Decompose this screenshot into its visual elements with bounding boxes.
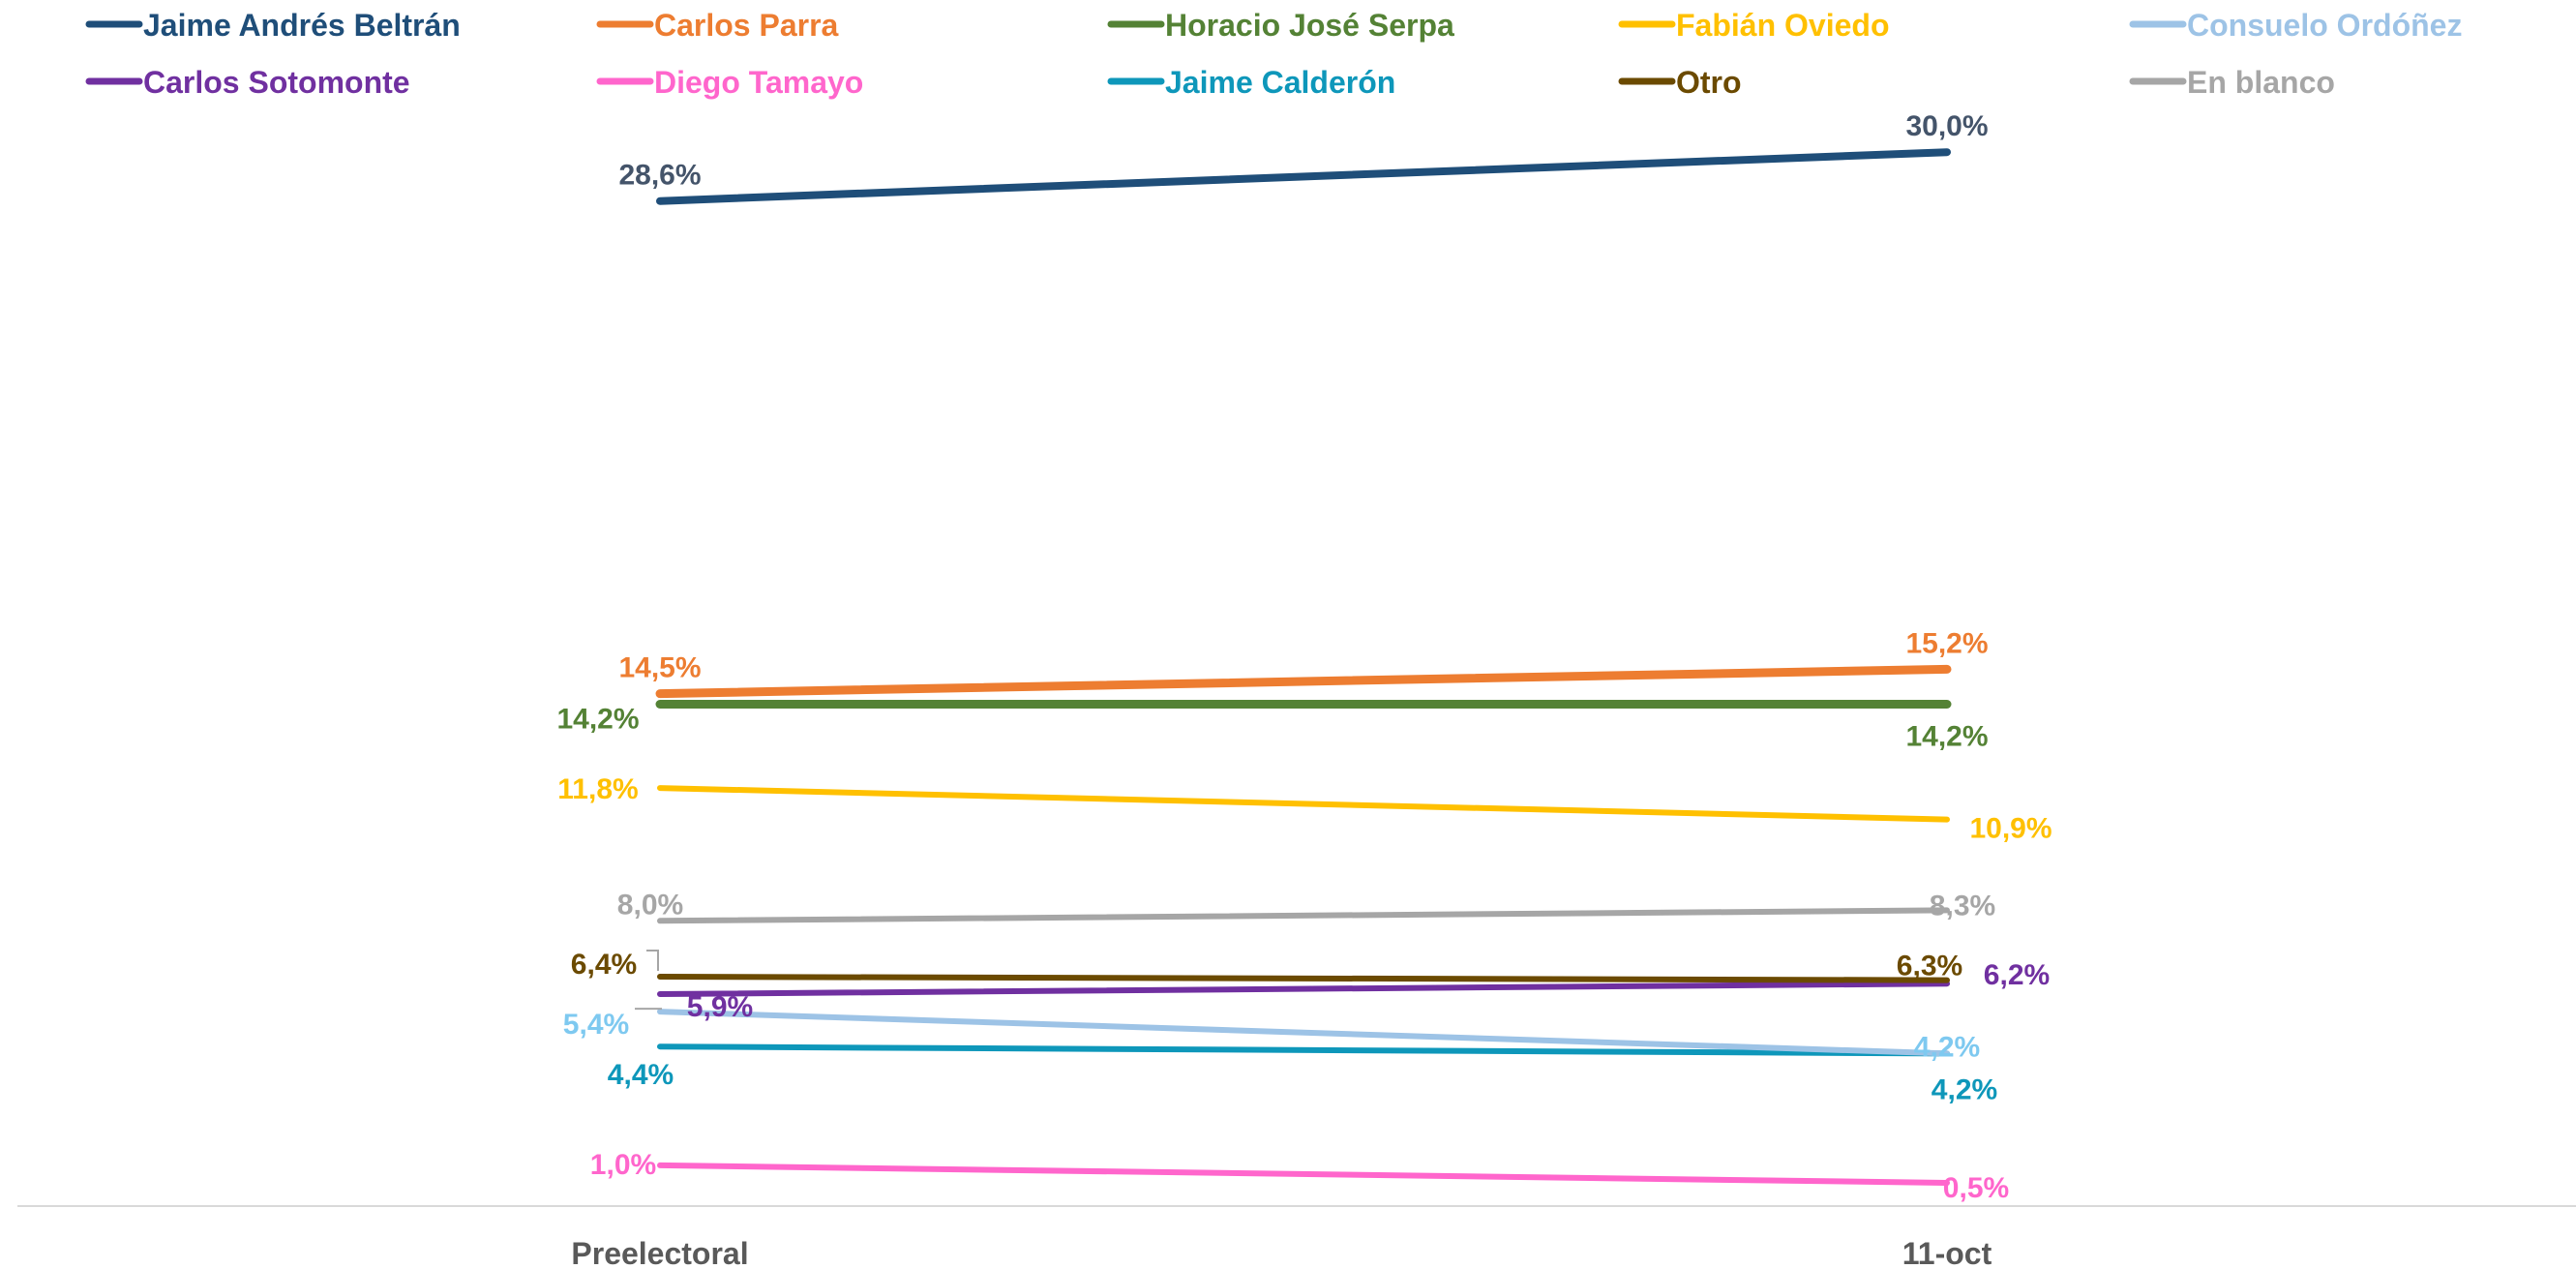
- series-line-diego-tamayo: [657, 1162, 1950, 1186]
- legend-label: Horacio José Serpa: [1165, 8, 1454, 43]
- series-line-fabian-oviedo: [657, 785, 1950, 823]
- data-label-carlos-parra-preelectoral: 14,5%: [618, 652, 701, 684]
- data-label-jaime-calderon-preelectoral: 4,4%: [608, 1059, 674, 1091]
- data-label-fabian-oviedo-11-oct: 10,9%: [1969, 813, 2052, 845]
- legend-item-horacio-jose-serpa: Horacio José Serpa: [1107, 8, 1454, 43]
- legend-label: Diego Tamayo: [654, 65, 863, 100]
- legend-item-jaime-andres-beltran: Jaime Andrés Beltrán: [85, 8, 461, 43]
- data-label-otro-preelectoral: 6,4%: [571, 949, 637, 981]
- legend-item-en-blanco: En blanco: [2129, 65, 2335, 100]
- series-line-jaime-calderon: [657, 1043, 1950, 1057]
- data-label-carlos-sotomonte-11-oct: 6,2%: [1984, 959, 2050, 991]
- legend-label: Carlos Sotomonte: [143, 65, 410, 100]
- legend-item-consuelo-ordonez: Consuelo Ordóñez: [2129, 8, 2462, 43]
- legend-label: En blanco: [2187, 65, 2335, 100]
- x-axis-tick-labels: Preelectoral 11-oct: [571, 1236, 1992, 1269]
- data-label-carlos-parra-11-oct: 15,2%: [1905, 627, 1988, 659]
- data-label-diego-tamayo-preelectoral: 1,0%: [590, 1149, 656, 1181]
- series-line-otro: [657, 974, 1950, 983]
- data-label-consuelo-ordonez-preelectoral: 5,4%: [563, 1009, 629, 1041]
- data-label-carlos-sotomonte-preelectoral: 5,9%: [687, 991, 753, 1023]
- series-line-carlos-parra: [655, 664, 1952, 699]
- data-label-fabian-oviedo-preelectoral: 11,8%: [557, 773, 638, 805]
- legend-item-jaime-calderon: Jaime Calderón: [1107, 65, 1395, 100]
- data-label-horacio-jose-serpa-11-oct: 14,2%: [1905, 721, 1988, 753]
- legend-label: Consuelo Ordóñez: [2187, 8, 2462, 43]
- data-labels: 28,6% 30,0% 14,5% 15,2% 14,2% 14,2% 11,8% 10,9%…: [556, 110, 2052, 1204]
- series-line-consuelo-ordonez: [657, 1009, 1950, 1057]
- legend-item-diego-tamayo: Diego Tamayo: [596, 65, 863, 100]
- x-tick-label-11-oct: 11-oct: [1902, 1236, 1992, 1269]
- data-label-jaime-calderon-11-oct: 4,2%: [1932, 1073, 1997, 1105]
- legend-item-carlos-sotomonte: Carlos Sotomonte: [85, 65, 410, 100]
- legend-item-carlos-parra: Carlos Parra: [596, 8, 839, 43]
- data-label-diego-tamayo-11-oct: 0,5%: [1943, 1172, 2009, 1204]
- x-tick-label-preelectoral: Preelectoral: [571, 1236, 748, 1269]
- legend-label: Carlos Parra: [654, 8, 839, 43]
- data-label-jaime-andres-beltran-preelectoral: 28,6%: [618, 160, 701, 192]
- legend-label: Jaime Andrés Beltrán: [143, 8, 461, 43]
- data-label-jaime-andres-beltran-11-oct: 30,0%: [1905, 110, 1988, 142]
- data-label-consuelo-ordonez-11-oct: 4,2%: [1914, 1031, 1980, 1063]
- legend-label: Otro: [1676, 65, 1742, 100]
- label-leader-lines: [635, 950, 662, 1011]
- data-label-en-blanco-preelectoral: 8,0%: [617, 889, 683, 921]
- series-line-jaime-andres-beltran: [656, 148, 1951, 205]
- data-label-horacio-jose-serpa-preelectoral: 14,2%: [556, 704, 639, 736]
- series-line-carlos-sotomonte: [657, 981, 1950, 997]
- legend-label: Fabián Oviedo: [1676, 8, 1889, 43]
- series-lines: [655, 148, 1952, 1186]
- data-label-en-blanco-11-oct: 8,3%: [1930, 890, 1995, 922]
- series-line-en-blanco: [657, 907, 1950, 924]
- legend-item-otro: Otro: [1618, 65, 1742, 100]
- legend-label: Jaime Calderón: [1165, 65, 1395, 100]
- legend-item-fabian-oviedo: Fabián Oviedo: [1618, 8, 1889, 43]
- legend: Jaime Andrés Beltrán Carlos Parra Horacio …: [85, 8, 2462, 100]
- leader-line-otro: [646, 950, 659, 971]
- data-label-otro-11-oct: 6,3%: [1897, 951, 1962, 982]
